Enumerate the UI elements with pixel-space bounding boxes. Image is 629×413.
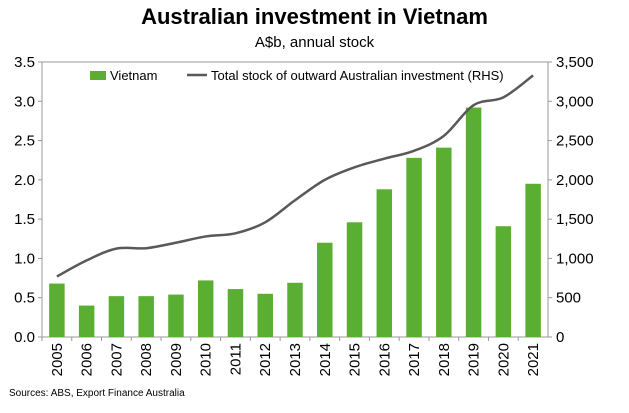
bar-vietnam — [287, 282, 303, 337]
bar-vietnam — [465, 107, 482, 337]
y-left-tick-label: 2.5 — [14, 133, 35, 150]
y-right-tick-label: 3,000 — [556, 93, 594, 110]
x-tick-label: 2013 — [287, 343, 304, 376]
x-tick-label: 2005 — [49, 343, 66, 376]
x-tick-label: 2007 — [108, 343, 125, 376]
x-tick-label: 2012 — [257, 343, 274, 376]
y-right-tick-label: 2,000 — [556, 172, 594, 189]
x-tick-label: 2010 — [198, 343, 215, 376]
bar-vietnam — [495, 226, 512, 337]
x-tick-label: 2020 — [495, 343, 512, 376]
y-left-tick-label: 3.0 — [14, 93, 35, 110]
bar-vietnam — [406, 157, 422, 337]
y-left-tick-label: 3.5 — [14, 54, 35, 71]
legend-swatch-vietnam — [90, 71, 106, 80]
bar-vietnam — [376, 189, 393, 337]
line-total-stock — [56, 74, 534, 278]
y-right-tick-label: 3,500 — [556, 54, 594, 71]
legend-label-total-stock: Total stock of outward Australian invest… — [211, 68, 504, 83]
x-tick-label: 2008 — [138, 343, 155, 376]
bar-vietnam — [168, 294, 184, 337]
x-tick-label: 2009 — [168, 343, 185, 376]
bar-vietnam — [78, 305, 95, 337]
bar-vietnam — [257, 293, 273, 337]
y-left-tick-label: 0.0 — [14, 329, 35, 346]
bar-vietnam — [436, 147, 452, 337]
x-tick-label: 2021 — [525, 343, 542, 376]
bar-vietnam — [346, 222, 363, 337]
y-right-tick-label: 1,000 — [556, 250, 594, 267]
legend: Vietnam Total stock of outward Australia… — [90, 68, 504, 83]
x-tick-label: 2018 — [436, 343, 453, 376]
chart-title: Australian investment in Vietnam — [141, 4, 488, 29]
y-left-tick-label: 0.5 — [14, 290, 35, 307]
bar-vietnam — [317, 242, 333, 337]
y-right-tick-label: 2,500 — [556, 133, 594, 150]
y-right-tick-label: 0 — [556, 329, 564, 346]
y-left-tick-label: 1.5 — [14, 211, 35, 228]
bar-vietnam — [108, 296, 125, 337]
x-tick-label: 2014 — [317, 343, 334, 376]
bar-vietnam — [197, 280, 214, 337]
x-tick-label: 2006 — [79, 343, 96, 376]
y-left-tick-label: 2.0 — [14, 172, 35, 189]
y-right-tick-label: 500 — [556, 290, 581, 307]
x-tick-label: 2019 — [466, 343, 483, 376]
bar-vietnam — [525, 183, 541, 337]
bar-vietnam — [138, 296, 154, 337]
x-tick-label: 2015 — [347, 343, 364, 376]
y-right-tick-label: 1,500 — [556, 211, 594, 228]
chart-subtitle: A$b, annual stock — [254, 34, 375, 51]
x-tick-label: 2011 — [227, 343, 244, 375]
source-note: Sources: ABS, Export Finance Australia — [9, 388, 185, 399]
y-left-tick-label: 1.0 — [14, 250, 35, 267]
bar-vietnam — [49, 283, 65, 337]
legend-label-vietnam: Vietnam — [110, 68, 157, 83]
x-tick-label: 2016 — [376, 343, 393, 376]
x-tick-label: 2017 — [406, 343, 423, 376]
bar-vietnam — [227, 289, 244, 337]
